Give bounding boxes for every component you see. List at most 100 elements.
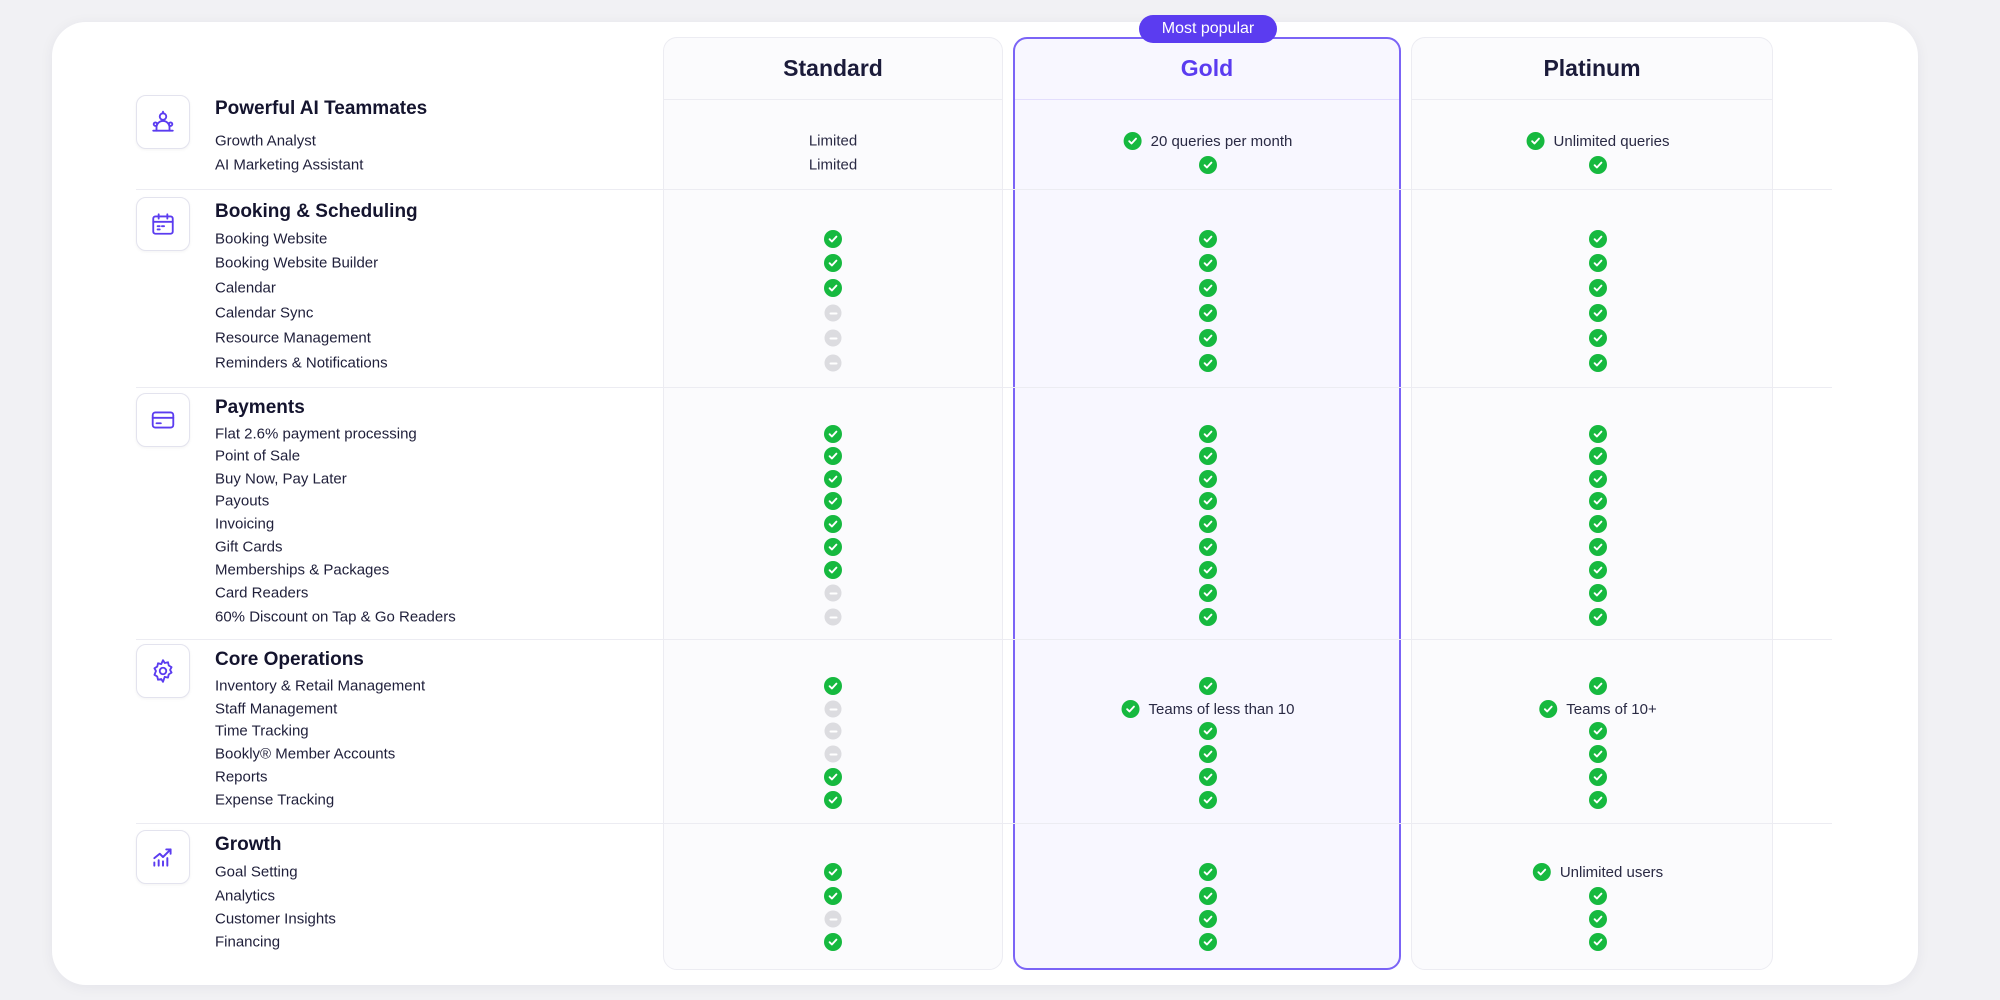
unavailable-icon: [824, 608, 842, 626]
check-icon: [824, 230, 842, 248]
plan-cell-standard: [824, 470, 842, 488]
check-icon: [1589, 329, 1607, 347]
check-icon: [1589, 492, 1607, 510]
plan-cell-gold: [1199, 791, 1217, 809]
section-title-booking-scheduling: Booking & Scheduling: [215, 201, 418, 222]
plan-cell-platinum: [1589, 156, 1607, 174]
plan-cell-standard: [824, 584, 842, 602]
plan-cell-platinum: [1589, 447, 1607, 465]
plan-cell-platinum: [1589, 768, 1607, 786]
unavailable-icon: [824, 722, 842, 740]
feature-label-invoicing: Invoicing: [215, 515, 275, 533]
check-icon: [1199, 722, 1217, 740]
unavailable-icon: [824, 700, 842, 718]
check-icon: [1589, 279, 1607, 297]
plan-cell-platinum: [1589, 561, 1607, 579]
check-icon: [824, 933, 842, 951]
plan-cell-gold: [1199, 447, 1217, 465]
cell-text: Limited: [808, 156, 858, 174]
plan-cell-standard: [824, 561, 842, 579]
plan-cell-platinum: [1589, 584, 1607, 602]
check-icon: [1199, 304, 1217, 322]
plan-cell-standard: [824, 768, 842, 786]
growth-chart-icon: [136, 830, 190, 884]
plan-cell-gold: [1199, 887, 1217, 905]
calendar-icon: [136, 197, 190, 251]
plan-cell-gold: [1199, 561, 1217, 579]
plan-cell-standard: [824, 447, 842, 465]
check-icon: [824, 791, 842, 809]
check-icon: [824, 677, 842, 695]
plan-cell-platinum: [1589, 230, 1607, 248]
plan-cell-standard: Limited: [809, 157, 857, 174]
plan-cell-platinum: [1589, 492, 1607, 510]
plan-cell-platinum: Unlimited queries: [1526, 132, 1670, 150]
check-icon: [1199, 230, 1217, 248]
check-icon: [1589, 677, 1607, 695]
check-icon: [1199, 447, 1217, 465]
check-icon: [1199, 933, 1217, 951]
section-title-growth: Growth: [215, 834, 282, 855]
plan-cell-platinum: [1589, 279, 1607, 297]
cell-text: Unlimited queries: [1553, 132, 1670, 150]
plan-cell-platinum: [1589, 791, 1607, 809]
check-icon: [1199, 515, 1217, 533]
feature-label-flat-2-6-payment-processing: Flat 2.6% payment processing: [215, 425, 417, 443]
check-icon: [1199, 863, 1217, 881]
check-icon: [1589, 910, 1607, 928]
plan-cell-standard: [824, 677, 842, 695]
plan-cell-platinum: [1589, 254, 1607, 272]
plan-cell-gold: [1199, 745, 1217, 763]
unavailable-icon: [824, 304, 842, 322]
check-icon: [1199, 768, 1217, 786]
plan-cell-standard: [824, 425, 842, 443]
plan-cell-platinum: [1589, 329, 1607, 347]
check-icon: [1589, 425, 1607, 443]
plan-cell-gold: [1199, 156, 1217, 174]
feature-label-time-tracking: Time Tracking: [215, 722, 309, 740]
section-title-payments: Payments: [215, 397, 305, 418]
plan-cell-gold: [1199, 354, 1217, 372]
check-icon: [1589, 584, 1607, 602]
plan-cell-standard: [824, 745, 842, 763]
check-icon: [1199, 254, 1217, 272]
cell-text: Teams of 10+: [1566, 700, 1657, 718]
plan-cell-standard: [824, 492, 842, 510]
check-icon: [1589, 745, 1607, 763]
plan-cell-standard: [824, 887, 842, 905]
feature-label-card-readers: Card Readers: [215, 584, 309, 602]
check-icon: [1589, 608, 1607, 626]
section-title-powerful-ai-teammates: Powerful AI Teammates: [215, 98, 428, 119]
feature-label-reminders-notifications: Reminders & Notifications: [215, 354, 388, 372]
check-icon: [1199, 910, 1217, 928]
plan-cell-platinum: [1589, 515, 1607, 533]
check-icon: [1589, 515, 1607, 533]
cell-text: Teams of less than 10: [1148, 700, 1295, 718]
plan-cell-platinum: [1589, 722, 1607, 740]
check-icon: [1589, 447, 1607, 465]
feature-label-booking-website-builder: Booking Website Builder: [215, 254, 379, 272]
plan-cell-standard: [824, 329, 842, 347]
plan-cell-standard: [824, 279, 842, 297]
cell-text: Unlimited users: [1559, 863, 1664, 881]
plan-cell-standard: [824, 254, 842, 272]
check-icon: [1589, 561, 1607, 579]
check-icon: [1199, 745, 1217, 763]
check-icon: [1589, 354, 1607, 372]
plan-cell-gold: [1199, 677, 1217, 695]
section-title-core-operations: Core Operations: [215, 649, 364, 670]
plan-cell-gold: 20 queries per month: [1123, 132, 1292, 150]
plan-cell-platinum: [1589, 354, 1607, 372]
gear-icon: [136, 644, 190, 698]
check-icon: [1123, 132, 1142, 150]
plan-cell-gold: [1199, 304, 1217, 322]
check-icon: [1589, 304, 1607, 322]
plan-cell-gold: [1199, 933, 1217, 951]
plan-header-standard: Standard: [664, 37, 1002, 100]
most-popular-badge: Most popular: [1139, 15, 1277, 43]
credit-card-icon: [136, 393, 190, 447]
plan-cell-platinum: [1589, 887, 1607, 905]
feature-label-gift-cards: Gift Cards: [215, 538, 283, 556]
plan-cell-standard: [824, 608, 842, 626]
feature-label-inventory-retail-management: Inventory & Retail Management: [215, 677, 426, 695]
